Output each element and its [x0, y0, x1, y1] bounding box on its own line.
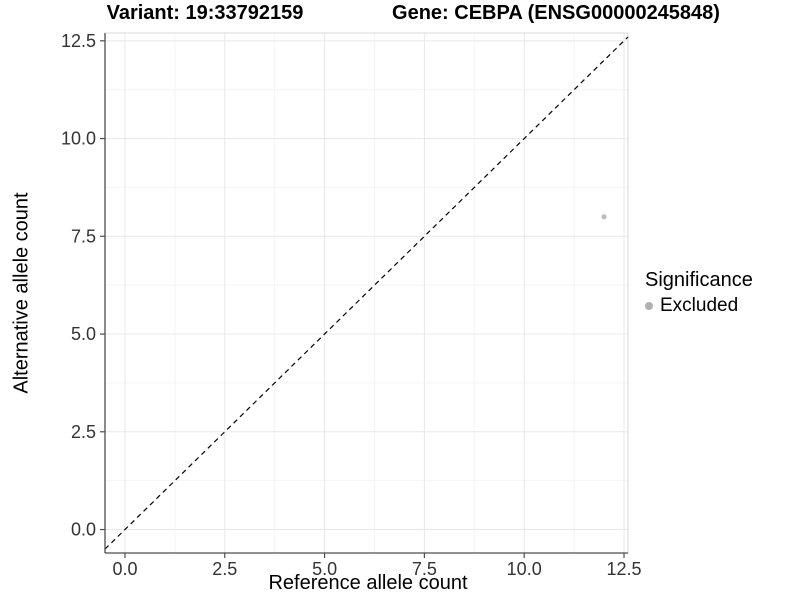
y-tick-label: 12.5	[61, 31, 96, 51]
x-tick-label: 7.5	[412, 559, 437, 579]
y-tick-label: 5.0	[71, 324, 96, 344]
x-tick-label: 12.5	[606, 559, 641, 579]
data-point	[601, 214, 607, 220]
y-axis-title: Alternative allele count	[10, 192, 33, 394]
x-tick-label: 0.0	[112, 559, 137, 579]
legend-item-label: Excluded	[660, 295, 739, 316]
plot-title-variant: Variant: 19:33792159	[106, 2, 304, 24]
legend: Significance Excluded	[645, 269, 753, 317]
y-tick-label: 2.5	[71, 422, 96, 442]
y-tick-label: 0.0	[71, 520, 96, 540]
panel-border	[104, 32, 629, 554]
x-tick-label: 2.5	[212, 559, 237, 579]
identity-reference-line	[104, 36, 629, 550]
legend-item-excluded: Excluded	[645, 295, 753, 317]
legend-key-dot-icon	[645, 302, 653, 310]
x-tick-label: 10.0	[507, 559, 542, 579]
x-axis-title: Reference allele count	[268, 572, 468, 594]
legend-title: Significance	[645, 269, 753, 291]
y-tick-label: 10.0	[61, 129, 96, 149]
plot-title-gene: Gene: CEBPA (ENSG00000245848)	[392, 2, 720, 24]
x-tick-label: 5.0	[312, 559, 337, 579]
y-tick-label: 7.5	[71, 226, 96, 246]
